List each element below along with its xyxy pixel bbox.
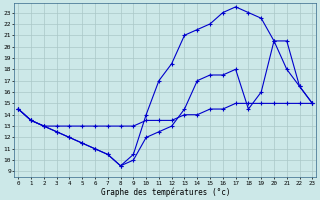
X-axis label: Graphe des températures (°c): Graphe des températures (°c) <box>100 187 230 197</box>
